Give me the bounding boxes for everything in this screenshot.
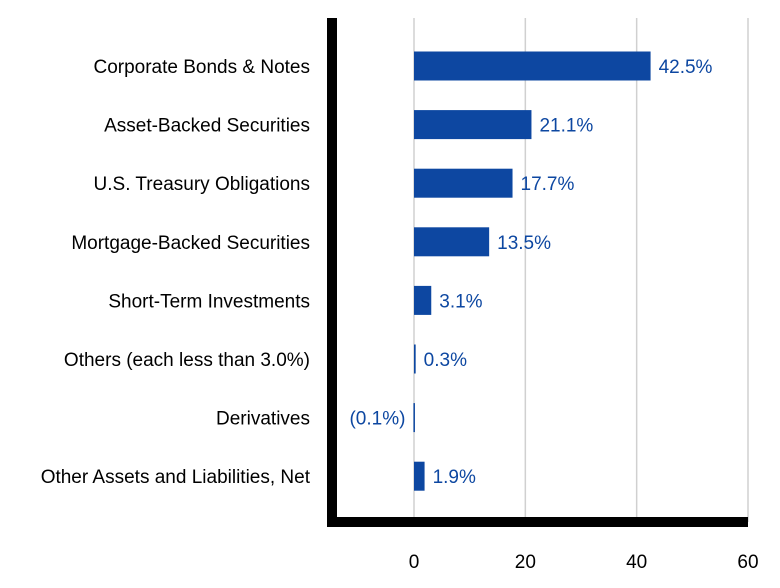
data-label: 1.9% [433, 467, 476, 488]
category-label: Others (each less than 3.0%) [64, 350, 310, 371]
data-label: 0.3% [424, 350, 467, 371]
x-tick-label: 40 [626, 552, 647, 573]
bar [414, 168, 513, 198]
bar [413, 403, 415, 433]
bar [414, 51, 651, 81]
y-axis-line [327, 18, 337, 527]
category-label: Other Assets and Liabilities, Net [41, 467, 311, 488]
category-label: Derivatives [216, 409, 310, 430]
bars [413, 51, 651, 491]
data-label: 42.5% [659, 57, 713, 78]
x-tick-label: 60 [737, 552, 758, 573]
bar [414, 344, 416, 374]
category-label: Short-Term Investments [108, 291, 310, 312]
data-label: 3.1% [439, 291, 482, 312]
category-label: U.S. Treasury Obligations [94, 174, 310, 195]
x-tick-label: 0 [409, 552, 420, 573]
category-label: Asset-Backed Securities [104, 116, 310, 137]
category-label: Mortgage-Backed Securities [71, 233, 310, 254]
data-label: 21.1% [539, 116, 593, 137]
labels: 0 20 40 60 Corporate Bonds & Notes 42.5% Asset… [41, 57, 759, 573]
data-label: 13.5% [497, 233, 551, 254]
bar [414, 227, 490, 257]
x-tick-label: 20 [515, 552, 536, 573]
gridlines [413, 18, 749, 522]
bar [414, 461, 425, 491]
bar [414, 110, 532, 140]
bar [414, 285, 432, 315]
data-label: 17.7% [521, 174, 575, 195]
data-label: (0.1%) [349, 409, 405, 430]
x-axis-line [327, 517, 748, 527]
category-label: Corporate Bonds & Notes [93, 57, 310, 78]
axes [327, 18, 748, 527]
